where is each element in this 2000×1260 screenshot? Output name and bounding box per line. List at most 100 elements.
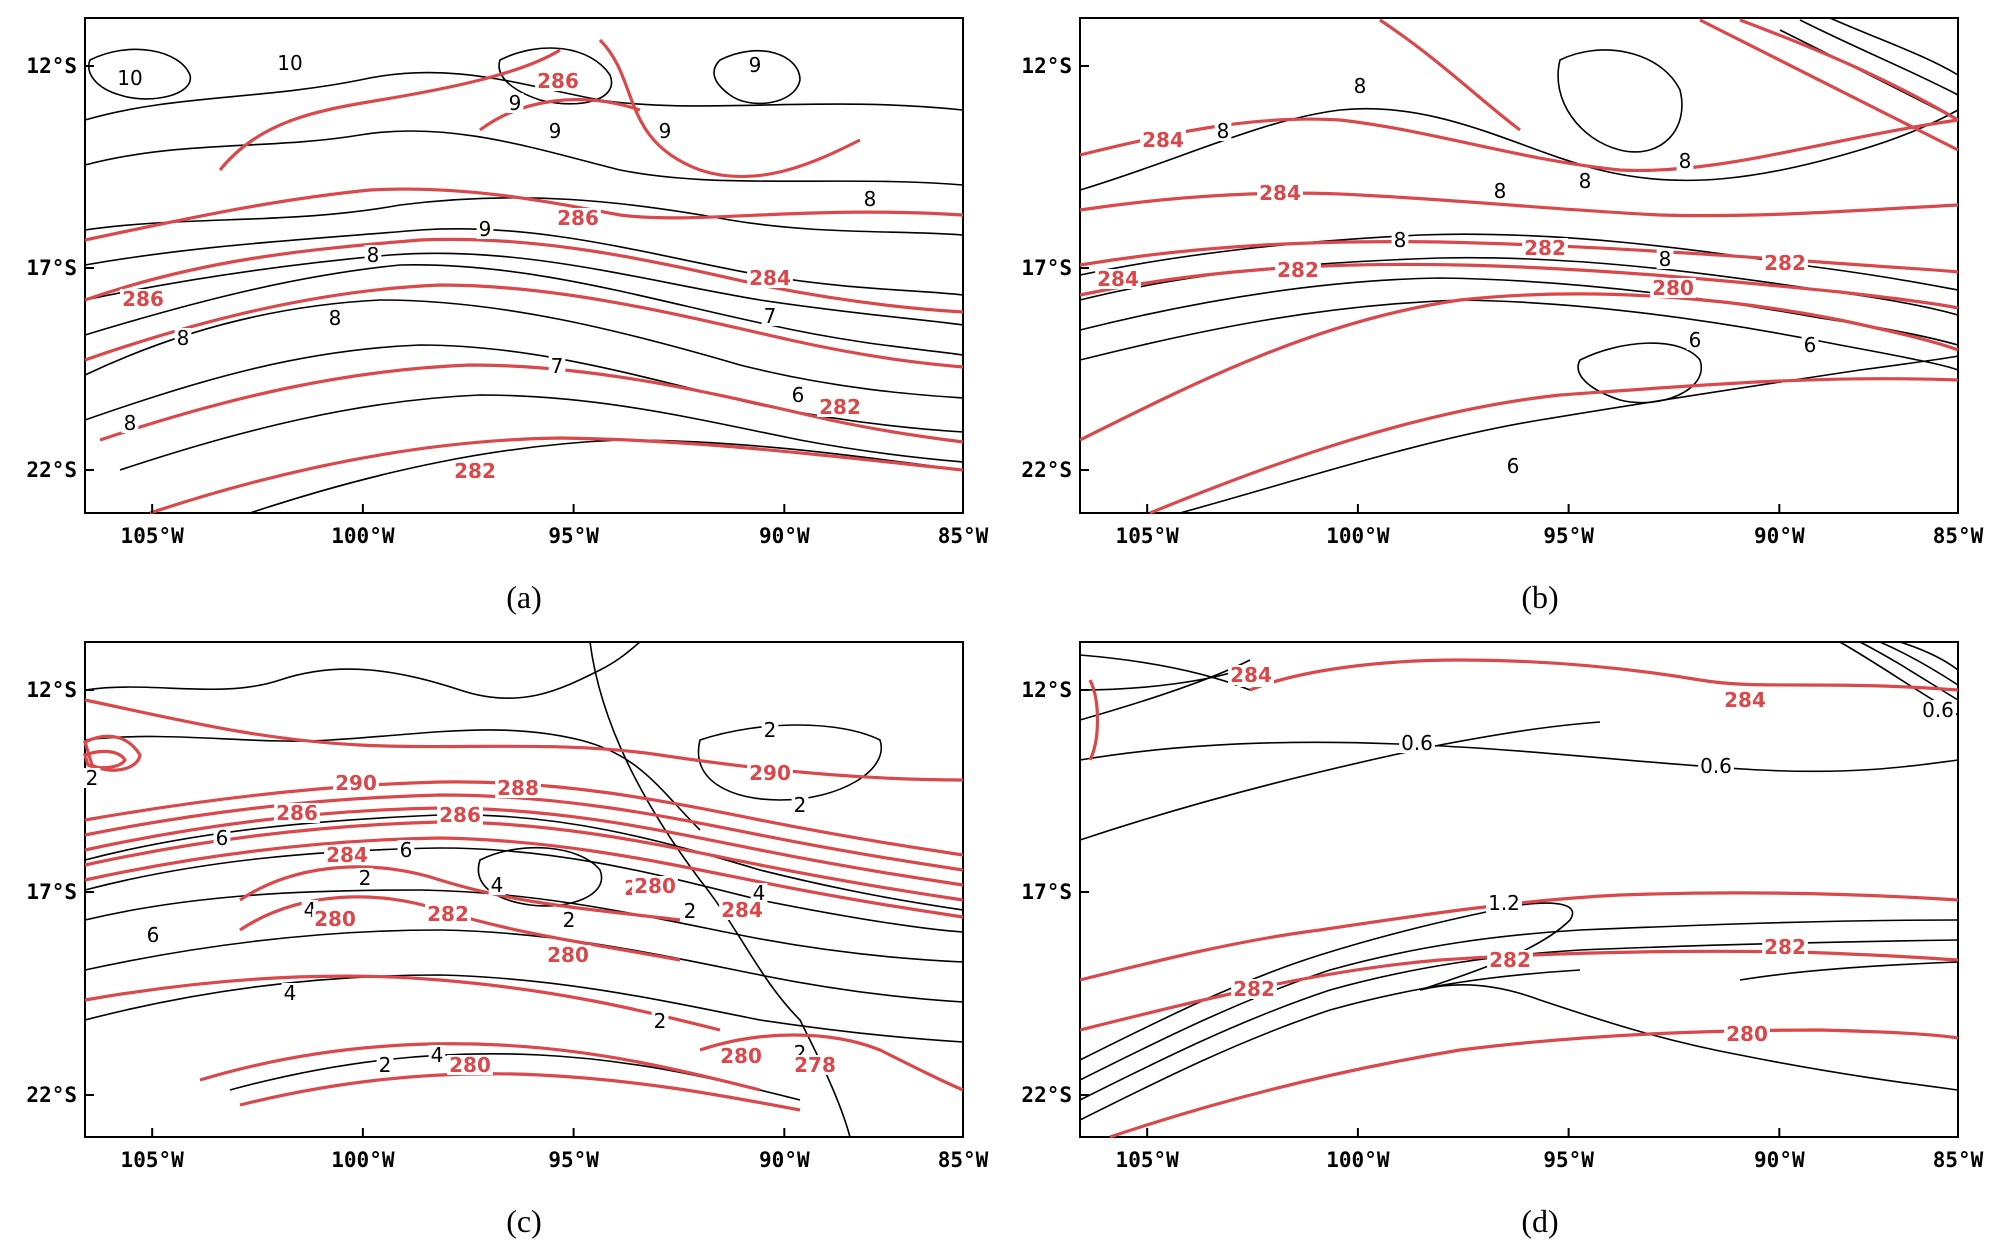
contour-label-background: [437, 805, 483, 825]
x-tick-label: 95°W: [1543, 1148, 1594, 1172]
black-contour-labels: 10 10 9 9 9 9 9 8 8 8 8 8 7 7 6: [115, 51, 879, 435]
contour-label-background: [495, 778, 541, 798]
y-axis: 12°S 17°S 22°S: [1021, 678, 1089, 1107]
contour-label: 6: [792, 383, 805, 407]
contour-label: 8: [1679, 149, 1692, 173]
contour-label: 284: [721, 898, 763, 922]
x-axis: 105°W 100°W 95°W 90°W 85°W: [1116, 504, 1984, 548]
map-frame: [1079, 641, 1959, 1138]
x-tick-label: 100°W: [1326, 524, 1390, 548]
y-tick-label: 17°S: [1021, 880, 1072, 904]
contour-label: 282: [819, 395, 861, 419]
contour-label: 2: [764, 718, 777, 742]
contour-label: 6: [216, 826, 229, 850]
contour-label: 278: [794, 1053, 836, 1077]
contour-label-background: [1275, 260, 1321, 280]
contour-label-background: [1391, 230, 1409, 250]
x-axis: 105°W 100°W 95°W 90°W 85°W: [1116, 1128, 1984, 1172]
contour-label-background: [452, 461, 498, 481]
contour-label: 1.2: [1488, 891, 1520, 915]
contour-label-background: [1491, 181, 1509, 201]
contour-label: 286: [276, 801, 318, 825]
contour-label-background: [789, 385, 807, 405]
contour-label-background: [356, 868, 374, 888]
contour-label-background: [275, 53, 305, 73]
contour-label: 9: [479, 217, 492, 241]
contour-label-background: [719, 900, 765, 920]
contour-label: 2: [379, 1053, 392, 1077]
red-contour-labels: 290 290 288 286 286 284 282 280 282 280 …: [274, 761, 838, 1077]
contour-label-background: [1486, 893, 1522, 913]
contour-label-background: [326, 308, 344, 328]
contour-label: 6: [1689, 328, 1702, 352]
contour-label-background: [791, 795, 809, 815]
contour-label-background: [312, 909, 358, 929]
contour-label-background: [548, 356, 566, 376]
x-tick-label: 95°W: [548, 1148, 599, 1172]
red-contour-labels: 284 284 282 282 282 280: [1228, 663, 1808, 1046]
contour-label-background: [656, 121, 674, 141]
x-tick-label: 105°W: [1116, 524, 1180, 548]
contour-label: 288: [497, 776, 539, 800]
contour-label: 6: [1804, 333, 1817, 357]
contour-label-background: [761, 720, 779, 740]
contour-label: 8: [124, 411, 137, 435]
contour-label-background: [1257, 183, 1303, 203]
contour-label-background: [1576, 171, 1594, 191]
contour-label: 0.6: [1922, 698, 1954, 722]
y-tick-label: 22°S: [1021, 1083, 1072, 1107]
contour-label: 9: [549, 119, 562, 143]
y-axis: 12°S 17°S 22°S: [1021, 54, 1089, 482]
contour-label-background: [1762, 253, 1808, 273]
contour-label: 286: [439, 803, 481, 827]
contour-label-background: [1656, 249, 1674, 269]
contour-label-background: [747, 268, 793, 288]
contour-label: 290: [749, 761, 791, 785]
contour-label: 2: [359, 866, 372, 890]
contour-label: 280: [720, 1044, 762, 1068]
contour-label-background: [1522, 238, 1568, 258]
contour-label: 284: [1097, 267, 1139, 291]
y-tick-label: 12°S: [26, 678, 77, 702]
contour-label-background: [428, 1045, 446, 1065]
contour-label: 2: [684, 899, 697, 923]
contour-label-background: [174, 328, 192, 348]
contour-label: 8: [329, 306, 342, 330]
contour-label: 2: [794, 793, 807, 817]
contour-label-background: [1920, 700, 1956, 720]
contour-lines: [84, 38, 964, 515]
x-tick-label: 90°W: [759, 1148, 810, 1172]
contour-label: 280: [634, 874, 676, 898]
contour-label-background: [425, 904, 471, 924]
contour-label-background: [1676, 151, 1694, 171]
contour-label-background: [506, 93, 524, 113]
contour-lines: [1079, 17, 1959, 515]
x-tick-label: 100°W: [331, 1148, 395, 1172]
contour-label: 4: [431, 1043, 444, 1067]
contour-label-background: [274, 803, 320, 823]
contour-label: 0.6: [1700, 754, 1732, 778]
contour-label: 10: [117, 66, 142, 90]
contour-label: 4: [753, 881, 766, 905]
x-tick-label: 90°W: [1754, 1148, 1805, 1172]
contour-label-background: [1228, 665, 1274, 685]
contour-label: 282: [454, 459, 496, 483]
x-tick-label: 85°W: [938, 1148, 989, 1172]
contour-label: 284: [1724, 688, 1766, 712]
contour-label-background: [1504, 456, 1522, 476]
contour-label-background: [1095, 269, 1141, 289]
contour-label-background: [83, 768, 101, 788]
contour-label: 282: [1277, 258, 1319, 282]
map-frame: [84, 17, 964, 514]
contour-label: 284: [1259, 181, 1301, 205]
contour-label-background: [546, 121, 564, 141]
contour-label-background: [535, 71, 581, 91]
x-tick-label: 100°W: [1326, 1148, 1390, 1172]
x-tick-label: 85°W: [938, 524, 989, 548]
contour-label: 8: [1394, 228, 1407, 252]
x-tick-label: 85°W: [1933, 1148, 1984, 1172]
contour-label-background: [1351, 76, 1369, 96]
contour-label: 7: [551, 354, 564, 378]
contour-label: 8: [864, 187, 877, 211]
contour-label: 280: [1726, 1022, 1768, 1046]
